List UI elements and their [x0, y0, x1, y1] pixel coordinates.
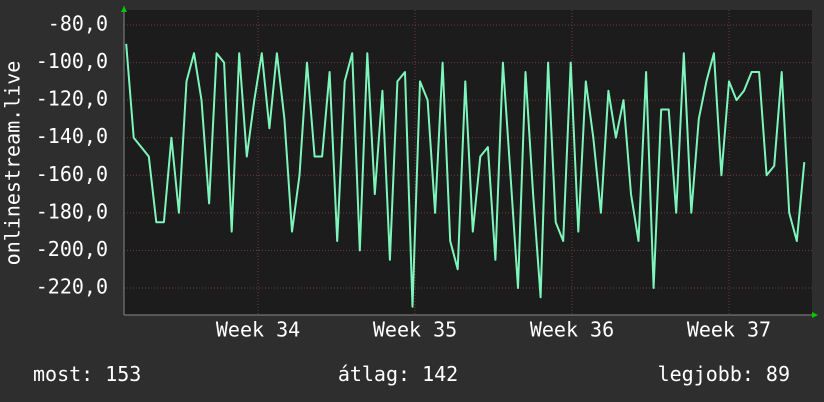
footer-label: átlag:: [338, 362, 410, 386]
y-tick-label: -200,0: [36, 237, 108, 261]
data-line: [125, 43, 806, 308]
y-tick-label: -160,0: [36, 162, 108, 186]
y-tick-label: -100,0: [36, 49, 108, 73]
x-tick-label: Week 37: [687, 318, 771, 342]
y-tick-label: -140,0: [36, 124, 108, 148]
footer-value: 153: [105, 362, 141, 386]
footer-stat: most: 153: [33, 362, 141, 386]
y-axis-title: onlinestream.live: [1, 61, 25, 266]
x-tick-label: Week 36: [530, 318, 614, 342]
footer-value: 89: [766, 362, 790, 386]
y-tick-label: -120,0: [36, 87, 108, 111]
footer-label: most:: [33, 362, 93, 386]
footer-label: legjobb:: [658, 362, 754, 386]
axes: [121, 6, 818, 318]
y-tick-label: -180,0: [36, 199, 108, 223]
footer-value: 142: [422, 362, 458, 386]
footer-stat: átlag: 142: [338, 362, 458, 386]
x-tick-label: Week 34: [216, 318, 300, 342]
y-tick-label: -80,0: [48, 12, 108, 36]
axis-arrow: [121, 6, 127, 12]
axis-arrow: [812, 312, 818, 318]
footer-stat: legjobb: 89: [658, 362, 790, 386]
plot-area: [124, 10, 812, 315]
y-tick-label: -220,0: [36, 274, 108, 298]
x-tick-label: Week 35: [373, 318, 457, 342]
